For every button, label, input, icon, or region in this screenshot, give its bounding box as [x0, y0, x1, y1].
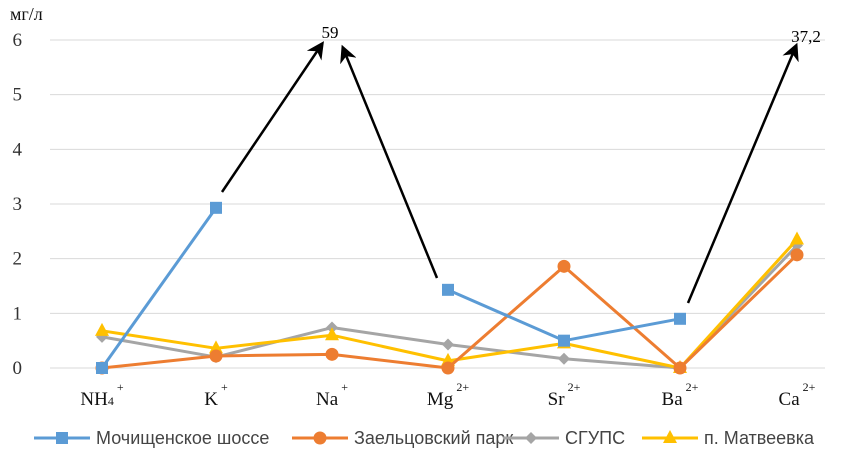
annotation-label: 37,2	[791, 27, 821, 46]
data-point-triangle	[790, 231, 804, 245]
data-point-diamond	[558, 352, 570, 365]
data-point-triangle	[209, 340, 223, 354]
legend-label: СГУПС	[565, 428, 625, 448]
x-tick-label: NH4+	[80, 380, 123, 410]
legend-label: Заельцовский парк	[354, 428, 513, 448]
series-2	[96, 239, 803, 374]
data-point-square	[56, 432, 68, 444]
annotations-layer: 59 37,2	[220, 23, 821, 304]
x-tick-label: Mg2+	[427, 380, 469, 410]
x-tick-base: Ba	[662, 389, 684, 410]
series-0	[96, 201, 686, 374]
data-point-diamond	[442, 338, 454, 351]
series-line	[101, 244, 799, 370]
x-tick-base: K	[204, 389, 218, 410]
data-point-triangle	[663, 430, 677, 443]
legend-item: Мочищенское шоссе	[34, 428, 269, 448]
x-tick-label: Ba2+	[662, 380, 699, 410]
data-point-circle	[790, 248, 804, 262]
data-point-square	[558, 334, 570, 347]
data-point-circle	[441, 361, 455, 375]
y-tick-label: 3	[13, 194, 23, 215]
legend-item: СГУПС	[503, 428, 625, 448]
series-line	[101, 253, 799, 370]
y-axis: 0 1 2 3 4 5 6	[13, 30, 23, 379]
x-tick-sup: 2+	[803, 380, 816, 394]
y-tick-label: 6	[13, 30, 23, 51]
data-point-square	[674, 312, 686, 325]
x-tick-label: K+	[204, 380, 228, 410]
data-point-square	[96, 362, 108, 374]
x-tick-sup: 2+	[686, 380, 699, 394]
x-tick-sup: 2+	[456, 380, 469, 394]
data-point-circle	[325, 347, 339, 361]
legend-label: Мочищенское шоссе	[96, 428, 269, 448]
data-point-circle	[673, 361, 687, 375]
y-tick-label: 4	[13, 139, 23, 160]
data-point-triangle	[95, 322, 109, 336]
legend-item: п. Матвеевка	[642, 428, 815, 448]
annotation-label: 59	[322, 23, 339, 42]
data-point-triangle	[325, 327, 339, 341]
x-tick-label: Na+	[316, 380, 348, 410]
legend-label: п. Матвеевка	[704, 428, 815, 448]
x-tick-sup: +	[117, 380, 124, 394]
x-tick-base: Na	[316, 389, 339, 410]
data-point-diamond	[525, 432, 537, 444]
x-axis: NH4+K+Na+Mg2+Sr2+Ba2+Ca2+	[80, 380, 815, 410]
annotation-arrow	[340, 44, 439, 279]
y-tick-label: 5	[13, 85, 23, 106]
x-tick-base: NH	[80, 389, 108, 410]
y-axis-label: мг/л	[10, 4, 43, 24]
data-point-square	[442, 283, 454, 296]
annotation-arrow	[220, 41, 324, 193]
gridlines	[50, 39, 825, 369]
series-line	[100, 206, 218, 369]
y-tick-label: 1	[13, 303, 23, 324]
data-point-circle	[557, 259, 571, 273]
x-tick-sup: 2+	[568, 380, 581, 394]
data-point-circle	[209, 349, 223, 363]
x-tick-base: Sr	[548, 389, 566, 410]
y-tick-label: 2	[13, 249, 23, 270]
x-tick-base: Ca	[779, 389, 801, 410]
legend: Мочищенское шоссе Заельцовский парк СГУПС п…	[34, 428, 815, 448]
x-tick-sup: +	[341, 380, 348, 394]
series-layer	[95, 201, 804, 375]
legend-item: Заельцовский парк	[292, 428, 513, 448]
x-tick-base: Mg	[427, 389, 454, 410]
data-point-square	[210, 201, 222, 214]
data-point-circle	[313, 431, 327, 445]
annotation-arrow	[686, 42, 799, 304]
x-tick-sub: 4	[108, 394, 114, 408]
x-tick-label: Ca2+	[779, 380, 816, 410]
x-tick-sup: +	[221, 380, 228, 394]
y-tick-label: 0	[13, 358, 23, 379]
series-line	[447, 288, 681, 343]
x-tick-label: Sr2+	[548, 380, 581, 410]
